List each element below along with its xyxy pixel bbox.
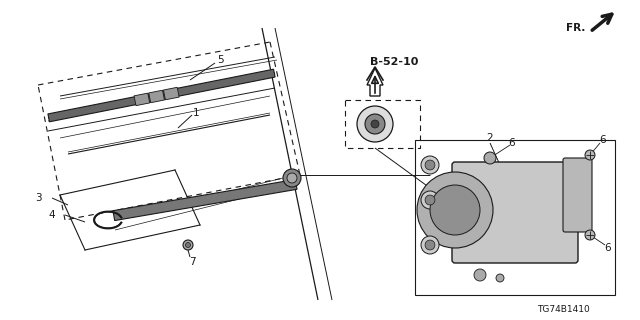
Circle shape xyxy=(283,169,301,187)
Text: 7: 7 xyxy=(189,257,195,267)
Text: 6: 6 xyxy=(509,138,515,148)
Circle shape xyxy=(496,274,504,282)
Circle shape xyxy=(183,240,193,250)
Circle shape xyxy=(421,236,439,254)
Circle shape xyxy=(425,240,435,250)
Circle shape xyxy=(474,269,486,281)
Circle shape xyxy=(585,150,595,160)
Circle shape xyxy=(585,230,595,240)
Text: 3: 3 xyxy=(35,193,42,203)
Circle shape xyxy=(357,106,393,142)
Text: 4: 4 xyxy=(49,210,55,220)
Circle shape xyxy=(421,191,439,209)
Polygon shape xyxy=(113,180,297,220)
Polygon shape xyxy=(134,93,150,106)
Circle shape xyxy=(421,156,439,174)
Text: 1: 1 xyxy=(193,108,199,118)
Text: FR.: FR. xyxy=(566,23,585,33)
Circle shape xyxy=(417,172,493,248)
Polygon shape xyxy=(148,90,164,103)
Circle shape xyxy=(430,185,480,235)
FancyBboxPatch shape xyxy=(452,162,578,263)
Circle shape xyxy=(287,173,297,183)
Text: B-52-10: B-52-10 xyxy=(370,57,419,67)
Text: 5: 5 xyxy=(217,55,223,65)
Circle shape xyxy=(186,243,191,247)
Text: TG74B1410: TG74B1410 xyxy=(537,306,590,315)
Circle shape xyxy=(425,160,435,170)
Text: 2: 2 xyxy=(486,133,493,143)
Bar xyxy=(415,140,615,295)
Text: 6: 6 xyxy=(600,135,606,145)
Polygon shape xyxy=(48,69,275,122)
FancyBboxPatch shape xyxy=(563,158,592,232)
Polygon shape xyxy=(163,87,179,100)
Circle shape xyxy=(484,152,496,164)
Circle shape xyxy=(425,195,435,205)
Circle shape xyxy=(371,120,379,128)
Text: 6: 6 xyxy=(605,243,611,253)
Circle shape xyxy=(365,114,385,134)
